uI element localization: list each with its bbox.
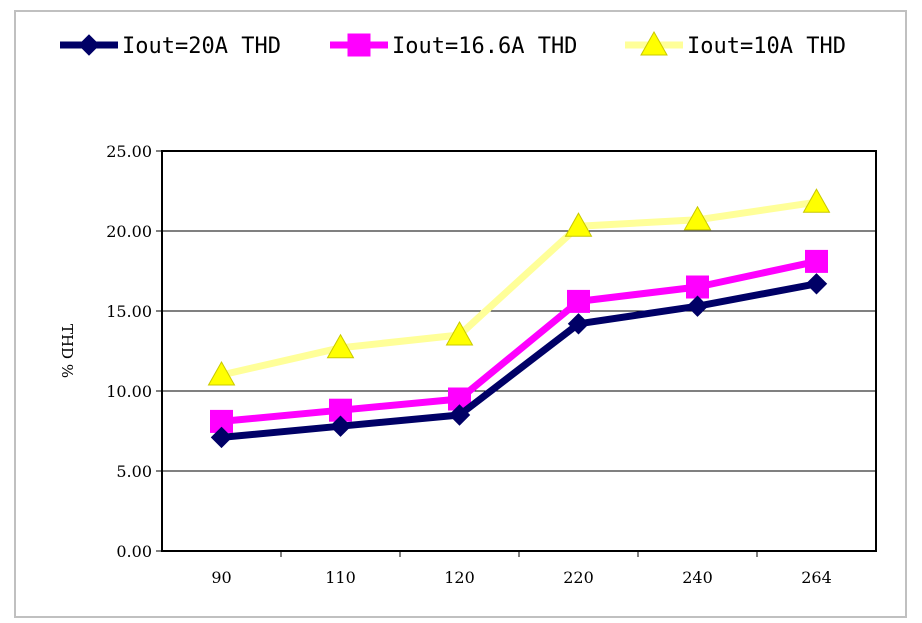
y-tick-label: 15.00 xyxy=(106,302,152,321)
y-tick-label: 10.00 xyxy=(106,382,152,401)
y-tick-label: 25.00 xyxy=(106,142,152,161)
data-point xyxy=(686,295,709,317)
gridlines xyxy=(162,230,876,472)
x-tick-label: 220 xyxy=(563,568,594,587)
series-2 xyxy=(210,249,828,433)
series-group xyxy=(207,188,831,449)
series-3 xyxy=(207,188,831,386)
legend-item: Iout=10A THD xyxy=(625,30,846,59)
x-tick-label: 110 xyxy=(325,568,356,587)
data-point xyxy=(326,333,355,359)
y-tick-label: 20.00 xyxy=(106,222,152,241)
series-line xyxy=(220,198,818,379)
y-tick-label: 5.00 xyxy=(116,462,152,481)
x-tick-label: 240 xyxy=(682,568,713,587)
data-point xyxy=(805,273,828,295)
y-axis-label: THD % xyxy=(58,324,76,378)
x-tick-label: 90 xyxy=(211,568,231,587)
x-axis-ticks: 90 110 120 220 240 264 xyxy=(211,551,832,587)
data-point xyxy=(805,249,828,273)
data-point xyxy=(802,188,831,213)
legend: Iout=20A THD Iout=16.6A THD Iout=10A THD xyxy=(60,30,846,59)
data-point xyxy=(683,205,712,231)
data-point xyxy=(567,289,590,313)
chart-frame xyxy=(14,10,907,618)
data-point xyxy=(564,212,593,237)
data-point xyxy=(329,415,352,437)
legend-marker xyxy=(347,33,371,57)
x-tick-label: 120 xyxy=(444,568,475,587)
legend-marker xyxy=(640,30,668,56)
y-tick-label: 0.00 xyxy=(116,542,152,561)
x-tick-label: 264 xyxy=(801,568,832,587)
series-line xyxy=(221,257,818,425)
legend-marker xyxy=(78,34,100,56)
data-point xyxy=(448,404,471,426)
data-point xyxy=(207,360,236,386)
series-1 xyxy=(210,273,828,449)
data-point xyxy=(686,275,709,299)
data-point xyxy=(445,320,474,346)
legend-label: Iout=20A THD xyxy=(122,34,281,59)
data-point xyxy=(210,426,233,449)
legend-item: Iout=16.6A THD xyxy=(330,33,577,59)
data-point xyxy=(567,313,590,335)
legend-label: Iout=10A THD xyxy=(687,34,846,59)
series-line xyxy=(221,280,818,441)
y-axis-ticks: 0.00 5.00 10.00 15.00 20.00 25.00 xyxy=(106,142,162,561)
legend-item: Iout=20A THD xyxy=(60,34,281,59)
legend-label: Iout=16.6A THD xyxy=(392,34,577,59)
